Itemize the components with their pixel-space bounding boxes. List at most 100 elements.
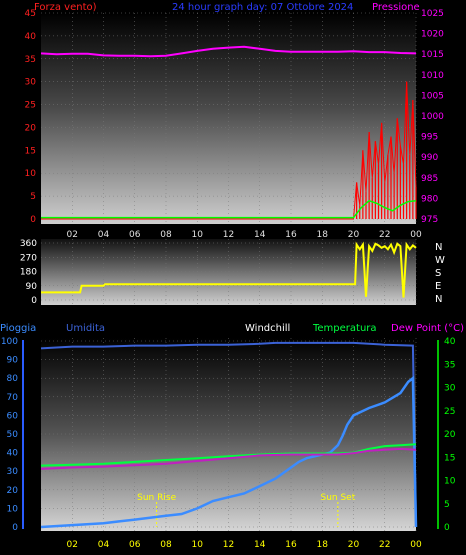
left-tick-label: 50 (7, 430, 19, 440)
compass-label: W (435, 255, 445, 266)
temp-rain-series (40, 341, 418, 529)
compass-label: N (435, 294, 442, 305)
compass-label: S (435, 268, 441, 279)
chart-title: 24 hour graph day: 07 Ottobre 2024 (172, 2, 353, 13)
pressure-tick-label: 980 (421, 194, 438, 204)
x-tick-label: 12 (223, 230, 234, 240)
wind-tick-label: 30 (25, 78, 37, 88)
wind_avg-line (41, 199, 417, 219)
left-tick-label: 70 (7, 393, 19, 403)
left-tick-label: 40 (7, 449, 19, 459)
x-tick-label: 12 (223, 540, 234, 550)
pressure-tick-label: 995 (421, 133, 438, 143)
dewpoint-line (40, 447, 417, 470)
wind-tick-label: 45 (25, 9, 36, 19)
x-tick-label: 00 (410, 540, 422, 550)
direction-tick-label: 180 (20, 268, 37, 278)
sun-marker-label: Sun Set (320, 493, 355, 503)
x-tick-label: 22 (379, 540, 390, 550)
left-tick-label: 10 (7, 504, 19, 514)
right-tick-label: 0 (444, 523, 450, 533)
direction-tick-label: 360 (20, 239, 37, 249)
right-tick-label: 15 (444, 453, 455, 463)
x-tick-label: 14 (254, 230, 266, 240)
x-tick-label: 04 (98, 230, 110, 240)
x-tick-label: 00 (410, 230, 422, 240)
rain-line (40, 375, 418, 529)
x-tick-label: 02 (67, 230, 78, 240)
x-tick-label: 14 (254, 540, 266, 550)
wind-direction-grid (41, 239, 417, 305)
left-tick-label: 30 (7, 467, 19, 477)
x-tick-label: 02 (67, 540, 78, 550)
temperature-label: Temperatura (312, 323, 377, 334)
pressure-tick-label: 985 (421, 174, 438, 184)
wind-tick-label: 5 (30, 192, 36, 202)
wind-tick-label: 40 (25, 32, 37, 42)
x-tick-label: 18 (317, 540, 329, 550)
pressure-tick-label: 990 (421, 153, 438, 163)
wind-tick-label: 15 (25, 146, 36, 156)
left-tick-label: 90 (7, 356, 19, 366)
pressure-tick-label: 1025 (421, 9, 444, 19)
pressure-tick-label: 1005 (421, 91, 444, 101)
wind-pressure-plot-area (41, 13, 416, 224)
pressure-tick-label: 975 (421, 215, 438, 225)
gust-line (41, 81, 417, 220)
right-tick-label: 10 (444, 477, 456, 487)
temp-rain-tick-labels: 0102030405060708090100051015202530354002… (1, 337, 456, 550)
right-tick-label: 35 (444, 360, 455, 370)
x-tick-label: 22 (379, 230, 390, 240)
wind-tick-label: 25 (25, 101, 36, 111)
humidity-line (40, 341, 417, 528)
temp-rain-panel: Pioggia Umidita Windchill Temperatura De… (0, 323, 464, 550)
left-tick-label: 60 (7, 411, 19, 421)
direction-tick-label: 90 (26, 282, 38, 292)
left-tick-label: 100 (1, 337, 18, 347)
direction-tick-label: 270 (20, 253, 37, 263)
x-tick-label: 08 (160, 540, 172, 550)
compass-label: E (435, 281, 441, 292)
x-tick-label: 10 (192, 230, 204, 240)
pressure-axis-label: Pressione (372, 2, 420, 13)
compass-label: N (435, 242, 442, 253)
direction-tick-label: 0 (31, 296, 37, 306)
wind-axis-label: Forza vento) (34, 2, 97, 13)
x-tick-label: 06 (129, 540, 141, 550)
wind-tick-label: 0 (30, 215, 36, 225)
x-tick-label: 16 (285, 540, 297, 550)
x-tick-label: 04 (98, 540, 110, 550)
x-tick-label: 08 (160, 230, 172, 240)
wind-pressure-series (40, 45, 417, 220)
pressure-tick-label: 1020 (421, 30, 444, 40)
dewpoint-label: Dew Point (°C) (391, 323, 464, 334)
x-tick-label: 18 (317, 230, 329, 240)
right-tick-label: 30 (444, 384, 456, 394)
right-tick-label: 5 (444, 500, 450, 510)
left-tick-label: 20 (7, 486, 19, 496)
left-tick-label: 0 (12, 523, 18, 533)
windchill-label: Windchill (245, 323, 290, 334)
wind-pressure-panel: Forza vento) 24 hour graph day: 07 Ottob… (25, 2, 445, 240)
pressure-tick-label: 1015 (421, 50, 444, 60)
x-tick-label: 20 (348, 540, 360, 550)
wind-tick-label: 35 (25, 55, 36, 65)
wind-tick-label: 10 (25, 169, 37, 179)
x-tick-label: 20 (348, 230, 360, 240)
left-tick-label: 80 (7, 374, 19, 384)
pressure-line (40, 45, 417, 58)
rain-axis-label: Pioggia (0, 323, 36, 334)
wind-pressure-tick-labels: 0510152025303540459759809859909951000100… (25, 9, 445, 240)
right-tick-label: 25 (444, 407, 455, 417)
wind-direction-series (41, 241, 417, 298)
direction-line (41, 241, 417, 298)
right-tick-label: 40 (444, 337, 456, 347)
x-tick-label: 06 (129, 230, 141, 240)
pressure-tick-label: 1010 (421, 71, 444, 81)
x-tick-label: 16 (285, 230, 297, 240)
right-tick-label: 20 (444, 430, 456, 440)
x-tick-label: 10 (192, 540, 204, 550)
